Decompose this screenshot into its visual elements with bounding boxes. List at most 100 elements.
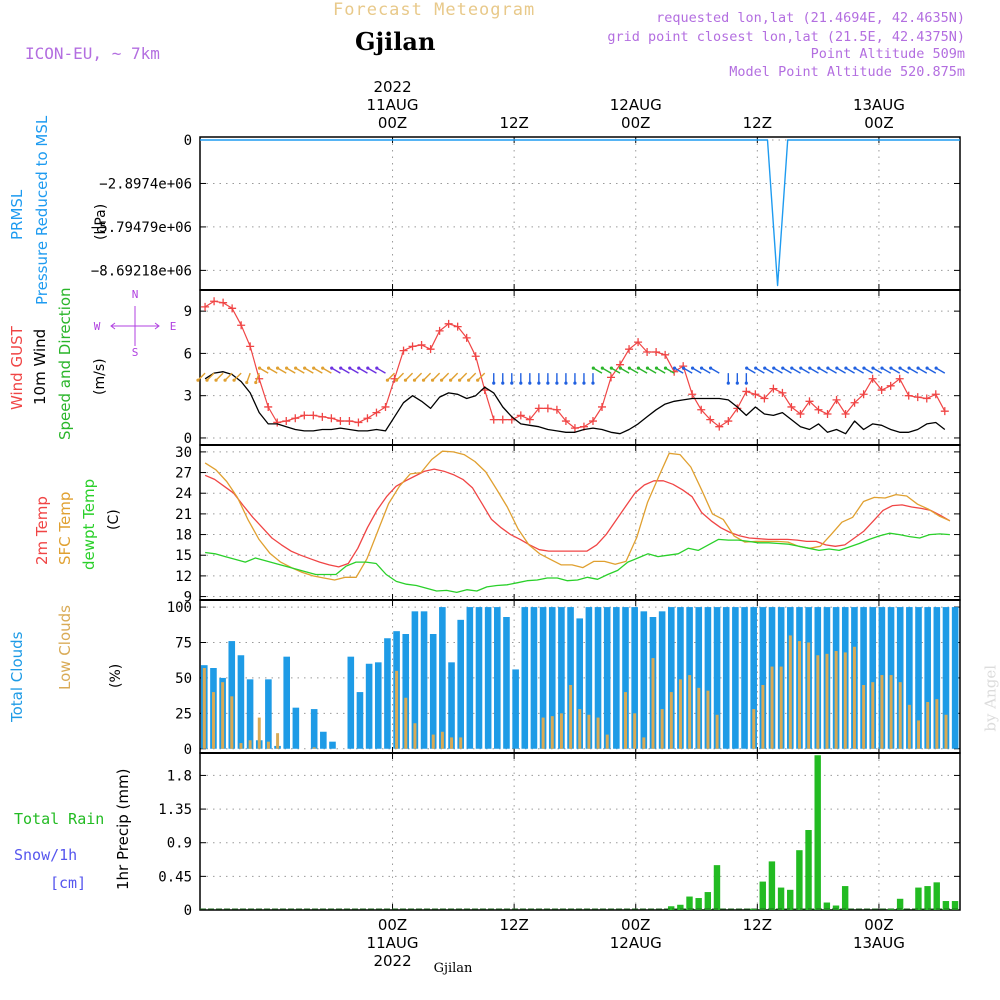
wind-direction-arrow <box>809 367 819 374</box>
low-cloud-bar <box>651 658 655 749</box>
wind-arrow-head <box>254 380 258 385</box>
wind-direction-arrow <box>854 367 864 374</box>
wind-arrow-head <box>467 378 471 382</box>
gust-marker <box>823 410 832 418</box>
wind-direction-arrow <box>215 372 224 381</box>
low-cloud-bar <box>395 670 399 749</box>
low-cloud-bar <box>440 731 444 749</box>
low-cloud-bar <box>569 685 573 749</box>
ylabel-direction: Speed and Direction <box>56 287 74 440</box>
wind-direction-arrow <box>304 367 314 374</box>
wind-arrow-head <box>799 366 803 370</box>
low-cloud-bar <box>633 713 637 749</box>
gust-marker <box>760 394 769 403</box>
footer-station: Gjilan <box>434 961 473 976</box>
rain-bar <box>942 901 950 910</box>
y-tick-label: 0 <box>184 431 192 447</box>
compass-east: E <box>170 320 177 333</box>
gust-marker <box>219 298 228 307</box>
wind-arrow-head <box>735 381 739 385</box>
rain-bar <box>695 898 702 910</box>
wind-direction-arrow <box>836 367 846 374</box>
wind-direction-arrow <box>358 367 368 374</box>
y-tick-label: 0 <box>184 742 192 758</box>
wind-arrow-head <box>285 366 289 370</box>
gust-marker <box>634 338 643 347</box>
total-cloud-bar <box>741 607 748 749</box>
low-cloud-bar <box>413 723 417 749</box>
wind-direction-arrow <box>935 367 946 374</box>
total-cloud-bar <box>695 607 703 749</box>
wind-arrow-head <box>916 366 920 370</box>
rain-bar <box>915 887 922 910</box>
year-label-bottom: 2022 <box>373 952 411 970</box>
gust-marker <box>697 405 706 414</box>
gust-marker <box>643 348 652 356</box>
ylabel-total-clouds: Total Clouds <box>8 631 26 723</box>
wind-arrow-head <box>862 366 866 370</box>
wind-arrow-head <box>573 381 577 385</box>
gust-marker <box>345 417 354 426</box>
gust-marker <box>444 319 453 328</box>
wind-direction-arrow <box>638 367 648 374</box>
total-cloud-bar <box>466 607 474 749</box>
low-cloud-bar <box>212 692 215 749</box>
rain-bar <box>951 901 959 910</box>
total-cloud-bar <box>942 607 950 749</box>
low-cloud-bar <box>889 675 893 749</box>
total-cloud-bar <box>530 607 538 749</box>
wind-direction-arrow <box>746 367 756 374</box>
gust-marker <box>588 417 597 426</box>
low-cloud-bar <box>578 709 582 749</box>
gust-marker <box>462 333 471 342</box>
gust-marker <box>336 417 345 426</box>
wind-arrow-head <box>744 381 748 385</box>
wind-arrow-head <box>528 381 532 385</box>
low-cloud-bar <box>798 641 801 749</box>
y-tick-label: 0.9 <box>167 836 192 852</box>
time-label-top: 00Z <box>621 114 650 132</box>
wind-direction-arrow <box>764 367 774 374</box>
wind-direction-arrow <box>890 367 901 374</box>
sfc-temp-line <box>204 450 951 581</box>
wind-arrow-head <box>627 366 632 370</box>
total-cloud-bar <box>265 679 272 749</box>
wind-direction-arrow <box>773 367 783 374</box>
total-cloud-bar <box>585 607 593 749</box>
low-cloud-bar <box>559 713 563 749</box>
ylabel-precip: 1hr Precip (mm) <box>114 769 132 890</box>
y-tick-label: −2.8974e+06 <box>99 176 192 192</box>
wind-direction-arrow <box>665 367 675 374</box>
rain-bar <box>805 830 812 910</box>
wind-direction-arrow <box>395 372 405 381</box>
total-cloud-bar <box>594 607 602 749</box>
low-cloud-bar <box>761 685 765 749</box>
gust-marker <box>201 302 210 311</box>
wind-direction-arrow <box>872 367 883 374</box>
t2m-line <box>204 468 951 568</box>
low-cloud-bar <box>706 690 710 749</box>
y-tick-label: 18 <box>175 528 192 544</box>
wind-arrow-head <box>430 378 435 382</box>
rain-bar <box>823 902 831 910</box>
y-tick-label: −8.69218e+06 <box>91 263 192 279</box>
total-cloud-bar <box>933 607 941 749</box>
ylabel-unit: (C) <box>106 509 122 530</box>
ylabel-dewpt: dewpt Temp <box>80 479 98 570</box>
wind-arrow-head <box>790 366 794 370</box>
wind-arrow-head <box>582 381 586 385</box>
wind-arrow-head <box>510 381 514 385</box>
low-cloud-bar <box>715 714 719 749</box>
wind-arrow-head <box>245 380 249 385</box>
total-cloud-bar <box>329 741 336 749</box>
total-cloud-bar <box>613 607 620 749</box>
y-tick-label: 9 <box>184 590 192 606</box>
low-cloud-bar <box>276 733 280 749</box>
wind-direction-arrow <box>755 367 765 374</box>
y-tick-label: 27 <box>175 466 192 482</box>
wind-arrow-head <box>745 366 749 370</box>
wind-arrow-head <box>348 366 352 370</box>
time-label-bottom: 12Z <box>499 916 528 934</box>
low-cloud-bar <box>257 717 261 749</box>
total-cloud-bar <box>603 607 611 749</box>
